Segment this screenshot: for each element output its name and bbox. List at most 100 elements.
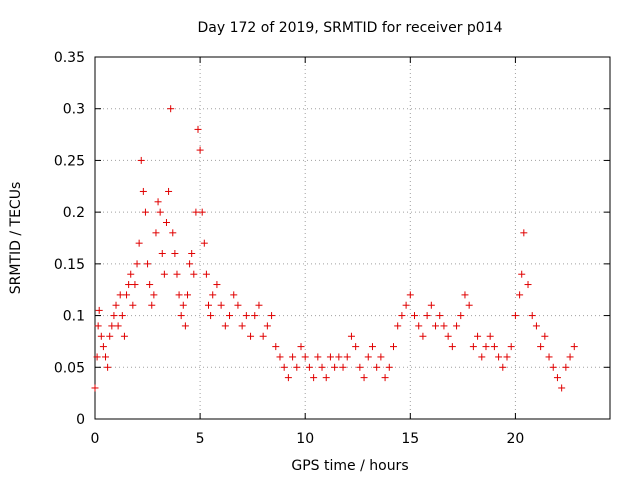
data-point	[297, 343, 305, 351]
data-point	[91, 384, 99, 392]
data-point	[192, 208, 200, 216]
data-point	[423, 312, 431, 320]
data-point	[120, 332, 128, 340]
data-point	[461, 291, 469, 299]
data-point	[427, 301, 435, 309]
data-point	[268, 312, 276, 320]
data-point	[486, 332, 494, 340]
data-point	[528, 312, 536, 320]
x-tick-label: 20	[506, 431, 524, 447]
data-point	[221, 322, 229, 330]
data-point	[440, 322, 448, 330]
data-point	[135, 239, 143, 247]
data-point	[326, 353, 334, 361]
data-point	[520, 229, 528, 237]
data-point	[511, 312, 519, 320]
data-point	[95, 306, 103, 314]
data-point	[457, 312, 465, 320]
data-point	[169, 229, 177, 237]
data-point	[139, 187, 147, 195]
data-point	[314, 353, 322, 361]
data-point	[360, 374, 368, 382]
data-point	[343, 353, 351, 361]
data-point	[398, 312, 406, 320]
data-point	[482, 343, 490, 351]
data-point	[118, 312, 126, 320]
data-point	[566, 353, 574, 361]
data-point	[389, 343, 397, 351]
data-point	[490, 343, 498, 351]
data-point	[352, 343, 360, 351]
data-point	[202, 270, 210, 278]
data-point	[335, 353, 343, 361]
y-tick-label: 0.1	[63, 309, 85, 325]
data-point	[247, 332, 255, 340]
data-point	[516, 291, 524, 299]
data-point	[364, 353, 372, 361]
data-point	[478, 353, 486, 361]
x-tick-label: 10	[296, 431, 314, 447]
data-point	[188, 250, 196, 258]
data-point	[385, 363, 393, 371]
data-point	[160, 270, 168, 278]
x-axis-label: GPS time / hours	[291, 458, 408, 474]
data-point	[154, 198, 162, 206]
data-point	[272, 343, 280, 351]
data-point	[213, 281, 221, 289]
data-point	[448, 343, 456, 351]
data-point	[144, 260, 152, 268]
data-point	[167, 105, 175, 113]
data-point	[165, 187, 173, 195]
data-point	[402, 301, 410, 309]
data-point	[104, 363, 112, 371]
data-point	[179, 301, 187, 309]
y-axis-label: SRMTID / TECUs	[8, 182, 24, 295]
data-point	[97, 332, 105, 340]
data-point	[194, 125, 202, 133]
data-point	[146, 281, 154, 289]
data-point	[532, 322, 540, 330]
data-point	[562, 363, 570, 371]
data-point	[436, 312, 444, 320]
data-point	[148, 301, 156, 309]
data-point	[242, 312, 250, 320]
data-point	[507, 343, 515, 351]
data-point	[570, 343, 578, 351]
data-point	[289, 353, 297, 361]
data-point	[419, 332, 427, 340]
data-point	[305, 363, 313, 371]
data-point	[284, 374, 292, 382]
chart-title: Day 172 of 2019, SRMTID for receiver p01…	[197, 20, 502, 36]
data-point	[177, 312, 185, 320]
data-point	[99, 343, 107, 351]
data-point	[453, 322, 461, 330]
y-tick-label: 0.2	[63, 205, 85, 221]
data-point	[411, 312, 419, 320]
x-tick-label: 5	[196, 431, 205, 447]
data-point	[127, 270, 135, 278]
data-point	[377, 353, 385, 361]
data-point	[123, 291, 131, 299]
data-point	[108, 322, 116, 330]
data-point	[263, 322, 271, 330]
data-point	[549, 363, 557, 371]
data-point	[259, 332, 267, 340]
data-point	[198, 208, 206, 216]
data-point	[373, 363, 381, 371]
data-point	[114, 322, 122, 330]
data-point	[137, 156, 145, 164]
data-point	[158, 250, 166, 258]
data-point	[209, 291, 217, 299]
data-point	[469, 343, 477, 351]
data-point	[310, 374, 318, 382]
data-point	[356, 363, 364, 371]
data-point	[255, 301, 263, 309]
x-axis: 0 5 10 15 20	[91, 57, 524, 447]
data-point	[133, 260, 141, 268]
data-point	[106, 332, 114, 340]
data-point	[251, 312, 259, 320]
data-point	[116, 291, 124, 299]
data-point	[183, 291, 191, 299]
data-point	[110, 312, 118, 320]
